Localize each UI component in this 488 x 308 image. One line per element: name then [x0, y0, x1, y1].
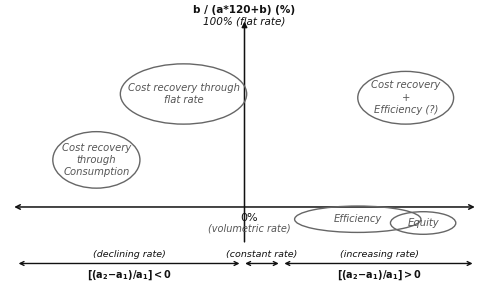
Text: (declining rate): (declining rate) [92, 250, 165, 259]
Text: Efficiency: Efficiency [333, 214, 381, 224]
Text: Cost recovery
+
Efficiency (?): Cost recovery + Efficiency (?) [370, 80, 439, 115]
Text: 100% (flat rate): 100% (flat rate) [203, 16, 285, 26]
Text: $\mathbf{[(a_2{-}a_1)/a_1] < 0}$: $\mathbf{[(a_2{-}a_1)/a_1] < 0}$ [86, 268, 171, 282]
Text: Equity: Equity [407, 218, 438, 228]
Text: $\mathbf{[(a_2{-}a_1)/a_1] > 0}$: $\mathbf{[(a_2{-}a_1)/a_1] > 0}$ [336, 268, 421, 282]
Text: (constant rate): (constant rate) [226, 250, 297, 259]
Text: Cost recovery
through
Consumption: Cost recovery through Consumption [61, 143, 131, 177]
Text: (increasing rate): (increasing rate) [339, 250, 418, 259]
Text: 0%: 0% [240, 213, 257, 223]
Text: (volumetric rate): (volumetric rate) [207, 224, 289, 234]
Text: Cost recovery through
flat rate: Cost recovery through flat rate [127, 83, 239, 105]
Text: b / (a*120+b) (%): b / (a*120+b) (%) [193, 5, 295, 15]
